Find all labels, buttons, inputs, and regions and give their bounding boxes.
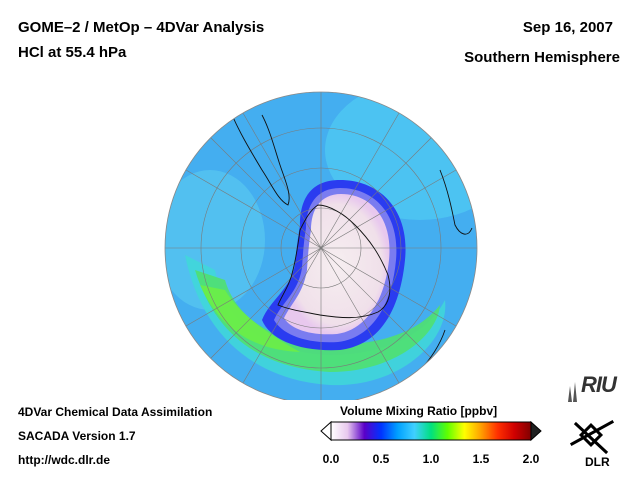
colorbar-high-arrow [530,420,542,442]
cyan-region-w [165,170,265,310]
riu-logo-icon [568,382,577,402]
light-green-patch [200,285,300,352]
graticule [165,92,477,400]
colorbar-tick-3: 1.5 [472,452,490,466]
colorbar-tick-4: 2.0 [522,452,540,466]
footer-line-2: SACADA Version 1.7 [18,429,136,443]
colorbar-tick-1: 0.5 [372,452,390,466]
colorbar-tick-2: 1.0 [422,452,440,466]
africa-coast [439,169,473,235]
date-label: Sep 16, 2007 [522,19,613,36]
colorbar-title: Volume Mixing Ratio [ppbv] [340,404,498,418]
south-america-coast [229,109,290,206]
riu-logo-text: RIU [581,372,617,397]
footer-url: http://wdc.dlr.de [18,453,110,467]
footer-line-1: 4DVar Chemical Data Assimilation [18,405,213,419]
species-level-label: HCl at 55.4 hPa [18,44,127,61]
antarctica-coast [277,204,391,319]
colorbar-bar [330,421,532,441]
colorbar-low-arrow [320,420,332,442]
dlr-logo-text: DLR [585,455,610,469]
globe-outline [164,91,478,400]
dlr-logo-icon [569,419,615,455]
hemisphere-label: Southern Hemisphere [464,49,620,66]
colorbar [320,420,542,442]
polar-map [164,91,478,400]
page-title: GOME–2 / MetOp – 4DVar Analysis [18,19,265,36]
green-band [195,270,440,372]
colorbar-tick-0: 0.0 [322,452,340,466]
